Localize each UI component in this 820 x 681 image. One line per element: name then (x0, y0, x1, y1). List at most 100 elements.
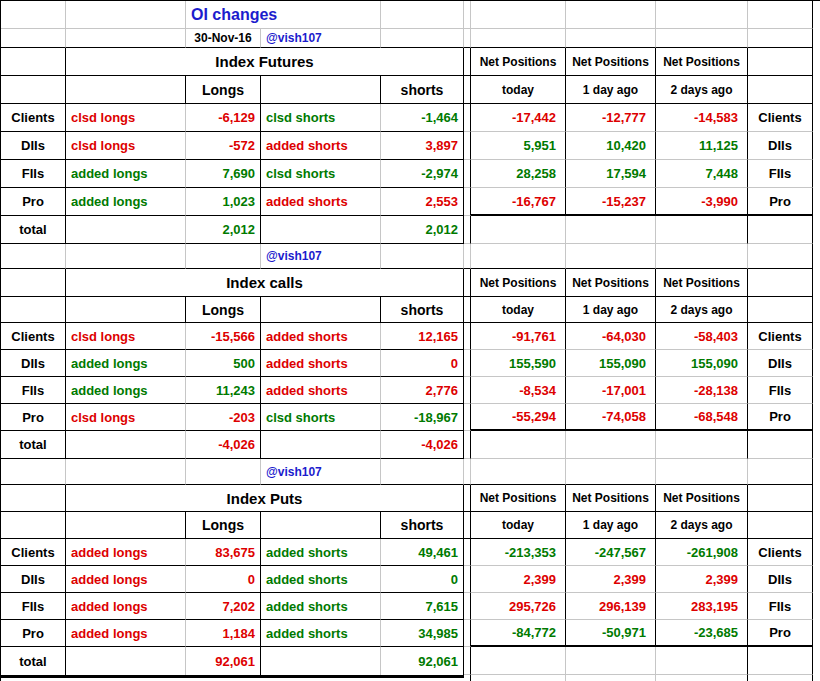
row-label-right[interactable]: Clients (748, 323, 813, 350)
row-label[interactable]: Clients (1, 539, 66, 566)
net-2days-cell[interactable]: -23,685 (656, 620, 748, 647)
action-short-cell[interactable]: added shorts (261, 132, 381, 160)
long-value-cell[interactable]: -6,129 (186, 104, 261, 132)
row-label-right[interactable]: Pro (748, 620, 813, 647)
action-long-cell[interactable]: added longs (66, 593, 186, 620)
action-long-cell[interactable]: added longs (66, 620, 186, 647)
row-label-right[interactable]: FIIs (748, 160, 813, 188)
net-1day-cell[interactable]: 17,594 (566, 160, 656, 188)
row-label-right[interactable]: Clients (748, 104, 813, 132)
page-title[interactable]: OI changes (186, 1, 381, 29)
action-short-cell[interactable]: added shorts (261, 620, 381, 647)
total-short-cell[interactable]: -4,026 (381, 431, 464, 459)
net-1day-cell[interactable]: -15,237 (566, 188, 656, 216)
action-long-cell[interactable]: clsd longs (66, 323, 186, 350)
row-label[interactable]: DIIs (1, 350, 66, 377)
net-today-cell[interactable]: -55,294 (471, 404, 566, 431)
row-label-right[interactable]: DIIs (748, 350, 813, 377)
net-today-cell[interactable]: 155,590 (471, 350, 566, 377)
action-long-cell[interactable]: added longs (66, 350, 186, 377)
row-label[interactable]: FIIs (1, 593, 66, 620)
row-label[interactable]: DIIs (1, 566, 66, 593)
net-1day-cell[interactable]: 296,139 (566, 593, 656, 620)
action-long-cell[interactable]: clsd longs (66, 104, 186, 132)
handle-cell[interactable]: @vish107 (261, 29, 381, 48)
action-long-cell[interactable]: clsd longs (66, 404, 186, 431)
date-cell[interactable]: 30-Nov-16 (186, 29, 261, 48)
total-label[interactable]: total (1, 431, 66, 459)
long-value-cell[interactable]: 1,023 (186, 188, 261, 216)
long-value-cell[interactable]: -203 (186, 404, 261, 431)
long-value-cell[interactable]: 83,675 (186, 539, 261, 566)
short-value-cell[interactable]: 3,897 (381, 132, 464, 160)
row-label[interactable]: DIIs (1, 132, 66, 160)
net-positions-header[interactable]: Net Positions (656, 485, 748, 512)
short-value-cell[interactable]: -1,464 (381, 104, 464, 132)
net-2days-cell[interactable]: 7,448 (656, 160, 748, 188)
col-header-shorts[interactable]: shorts (381, 297, 464, 323)
action-short-cell[interactable]: clsd shorts (261, 160, 381, 188)
net-2days-cell[interactable]: 283,195 (656, 593, 748, 620)
row-label[interactable]: FIIs (1, 160, 66, 188)
short-value-cell[interactable]: -18,967 (381, 404, 464, 431)
net-col-header[interactable]: 1 day ago (566, 76, 656, 104)
net-today-cell[interactable]: -8,534 (471, 377, 566, 404)
total-long-cell[interactable]: 2,012 (186, 216, 261, 244)
action-short-cell[interactable]: added shorts (261, 539, 381, 566)
net-1day-cell[interactable]: -50,971 (566, 620, 656, 647)
net-2days-cell[interactable]: 11,125 (656, 132, 748, 160)
short-value-cell[interactable]: 2,776 (381, 377, 464, 404)
col-header-longs[interactable]: Longs (186, 512, 261, 539)
handle-cell[interactable]: @vish107 (261, 244, 381, 269)
net-1day-cell[interactable]: 10,420 (566, 132, 656, 160)
net-2days-cell[interactable]: -261,908 (656, 539, 748, 566)
net-2days-cell[interactable]: -58,403 (656, 323, 748, 350)
net-today-cell[interactable]: 5,951 (471, 132, 566, 160)
short-value-cell[interactable]: 7,615 (381, 593, 464, 620)
row-label[interactable]: Clients (1, 104, 66, 132)
action-short-cell[interactable]: added shorts (261, 377, 381, 404)
row-label[interactable]: Pro (1, 404, 66, 431)
action-short-cell[interactable]: added shorts (261, 593, 381, 620)
row-label-right[interactable]: DIIs (748, 566, 813, 593)
action-short-cell[interactable]: clsd shorts (261, 404, 381, 431)
total-long-cell[interactable]: 92,061 (186, 647, 261, 675)
total-long-cell[interactable]: -4,026 (186, 431, 261, 459)
action-long-cell[interactable]: added longs (66, 539, 186, 566)
short-value-cell[interactable]: 34,985 (381, 620, 464, 647)
action-short-cell[interactable]: added shorts (261, 188, 381, 216)
action-short-cell[interactable]: added shorts (261, 323, 381, 350)
net-positions-header[interactable]: Net Positions (656, 48, 748, 76)
net-1day-cell[interactable]: -17,001 (566, 377, 656, 404)
total-short-cell[interactable]: 92,061 (381, 647, 464, 675)
row-label[interactable]: Pro (1, 620, 66, 647)
net-2days-cell[interactable]: -28,138 (656, 377, 748, 404)
net-col-header[interactable]: today (471, 76, 566, 104)
net-1day-cell[interactable]: -12,777 (566, 104, 656, 132)
row-label-right[interactable]: Clients (748, 539, 813, 566)
net-col-header[interactable]: 1 day ago (566, 512, 656, 539)
short-value-cell[interactable]: 0 (381, 566, 464, 593)
total-short-cell[interactable]: 2,012 (381, 216, 464, 244)
short-value-cell[interactable]: -2,974 (381, 160, 464, 188)
net-1day-cell[interactable]: -247,567 (566, 539, 656, 566)
net-positions-header[interactable]: Net Positions (471, 48, 566, 76)
net-col-header[interactable]: 2 days ago (656, 297, 748, 323)
net-2days-cell[interactable]: -68,548 (656, 404, 748, 431)
net-positions-header[interactable]: Net Positions (566, 269, 656, 297)
section-title[interactable]: Index Futures (66, 48, 464, 76)
long-value-cell[interactable]: -572 (186, 132, 261, 160)
col-header-shorts[interactable]: shorts (381, 512, 464, 539)
total-label[interactable]: total (1, 647, 66, 675)
net-2days-cell[interactable]: 155,090 (656, 350, 748, 377)
short-value-cell[interactable]: 2,553 (381, 188, 464, 216)
row-label[interactable]: FIIs (1, 377, 66, 404)
net-1day-cell[interactable]: 155,090 (566, 350, 656, 377)
net-positions-header[interactable]: Net Positions (471, 485, 566, 512)
net-today-cell[interactable]: 2,399 (471, 566, 566, 593)
action-short-cell[interactable]: added shorts (261, 350, 381, 377)
net-col-header[interactable]: 2 days ago (656, 76, 748, 104)
net-2days-cell[interactable]: -3,990 (656, 188, 748, 216)
long-value-cell[interactable]: 7,202 (186, 593, 261, 620)
action-long-cell[interactable]: added longs (66, 377, 186, 404)
